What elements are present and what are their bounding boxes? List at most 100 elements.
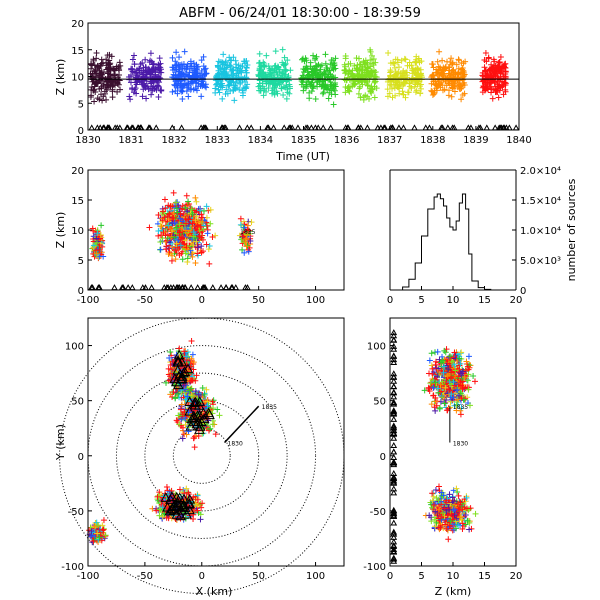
time-height-source (433, 66, 440, 73)
range-ring (144, 400, 260, 512)
time-height-source (243, 58, 250, 65)
time-height-source (302, 55, 309, 62)
time-height-source (367, 73, 374, 80)
time-height-source (349, 67, 356, 74)
time-height-source (185, 72, 192, 79)
time-height-source (489, 95, 496, 102)
time-height-source (129, 65, 136, 72)
x-z-source (172, 256, 179, 263)
time-height-source (329, 56, 336, 63)
time-height-source (222, 91, 229, 98)
time-height-source (256, 50, 263, 57)
time-height-source (126, 93, 133, 100)
x-y-y-label: Y (km) (54, 424, 67, 461)
x-z-source (181, 221, 188, 228)
x-z-source (165, 250, 172, 257)
time-height-source (300, 87, 307, 94)
x-z-source (190, 233, 197, 240)
x-y-source (179, 435, 186, 442)
x-z-source (173, 205, 180, 212)
ground-strike-marker (243, 124, 251, 131)
x-z-frame (87, 169, 345, 291)
time-height-source (193, 77, 200, 84)
x-z-source (162, 232, 169, 239)
time-height-source (227, 88, 234, 95)
time-height-source (183, 63, 190, 70)
time-height-source (148, 91, 155, 98)
time-height-source (326, 89, 333, 96)
time-height-source (179, 96, 186, 103)
ground-strike-marker (390, 415, 398, 422)
time-height-panel: 1830 1831 1832 1833 1834 1835 1836 1837 1838 1839… (54, 19, 532, 163)
time-height-source (350, 72, 357, 79)
time-height-source (255, 60, 262, 67)
x-y-source (212, 431, 219, 438)
time-height-source (243, 83, 250, 90)
time-height-source (351, 62, 358, 69)
time-height-source (271, 69, 278, 76)
time-height-source (142, 56, 149, 63)
x-z-x-ticks: -100 -50 0 50 100 (77, 286, 325, 306)
range-ring (172, 427, 231, 484)
ground-strike-marker (374, 124, 382, 131)
time-height-source (482, 85, 489, 92)
ground-strike-marker (111, 284, 118, 291)
time-height-source (308, 68, 315, 75)
time-height-source (140, 73, 147, 80)
time-height-source (428, 80, 435, 87)
x-z-source (166, 211, 173, 218)
time-height-source (106, 82, 113, 89)
time-axis-tick-label: 1835 (291, 135, 316, 146)
time-height-source (263, 52, 270, 59)
time-height-source (94, 80, 101, 87)
time-height-source (485, 54, 492, 61)
x-z-source (172, 247, 179, 254)
time-height-source (99, 97, 106, 104)
x-z-source (159, 208, 166, 215)
time-height-source (330, 101, 337, 108)
ground-strike-marker (390, 448, 398, 455)
time-axis-tick-label: 1830 (75, 135, 100, 146)
x-z-source (173, 240, 180, 247)
z-y-z-ticks: 0 5 10 15 20 (387, 562, 522, 582)
x-z-source (89, 225, 96, 232)
time-height-source (459, 70, 466, 77)
time-height-source (200, 53, 207, 60)
time-height-z-tick-label: 5 (78, 99, 84, 110)
time-height-source (93, 50, 100, 57)
x-z-source (159, 235, 166, 242)
time-height-source (479, 72, 486, 79)
x-z-source (199, 219, 206, 226)
x-z-source (183, 226, 190, 233)
x-z-source (193, 198, 200, 205)
time-height-source (385, 49, 392, 56)
x-y-x-tick-label: -50 (137, 571, 153, 582)
x-z-source (160, 211, 167, 218)
x-z-source (245, 227, 252, 234)
time-height-source (492, 89, 499, 96)
time-height-source (342, 63, 349, 70)
x-z-source (209, 234, 216, 241)
time-height-source (492, 63, 499, 70)
time-height-source (391, 60, 398, 67)
z-y-source (442, 349, 449, 356)
time-height-source (448, 68, 455, 75)
time-height-source (498, 82, 505, 89)
time-height-source (116, 71, 123, 78)
time-height-source (342, 55, 349, 62)
time-height-source (156, 55, 163, 62)
time-height-source (219, 95, 226, 102)
time-height-source (98, 83, 105, 90)
time-height-source (110, 72, 117, 79)
time-height-source (386, 90, 393, 97)
time-height-source (219, 61, 226, 68)
time-height-source (408, 85, 415, 92)
time-height-source (490, 56, 497, 63)
time-height-source (355, 90, 362, 97)
time-height-source (320, 89, 327, 96)
time-height-source (109, 88, 116, 95)
